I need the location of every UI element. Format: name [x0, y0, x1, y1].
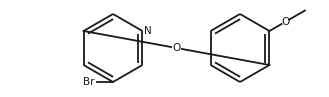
Text: N: N: [144, 26, 152, 36]
Text: O: O: [172, 43, 181, 53]
Text: Br: Br: [84, 77, 95, 87]
Text: O: O: [281, 17, 289, 27]
